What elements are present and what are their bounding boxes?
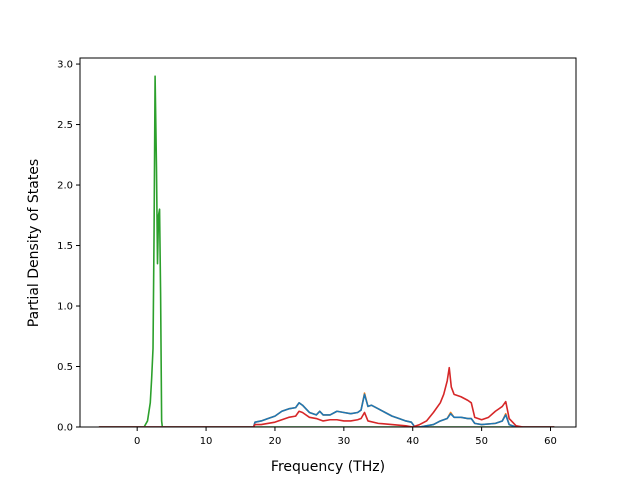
plot-lines <box>98 75 555 427</box>
x-axis-ticks: 0 10 20 30 40 50 60 <box>134 427 557 447</box>
x-tick-label: 60 <box>544 436 557 447</box>
y-tick-label: 1.0 <box>57 302 73 313</box>
x-tick-label: 20 <box>269 436 282 447</box>
series-line-2 <box>98 393 555 427</box>
series-line-0 <box>98 75 555 427</box>
x-tick-label: 50 <box>475 436 488 447</box>
x-tick-label: 0 <box>134 436 140 447</box>
y-axis-ticks: 0.0 0.5 1.0 1.5 2.0 2.5 3.0 <box>57 60 80 434</box>
y-tick-label: 0.5 <box>57 362 73 373</box>
axes-frame <box>79 57 577 428</box>
x-tick-label: 10 <box>200 436 213 447</box>
y-tick-label: 2.5 <box>57 120 73 131</box>
y-tick-label: 2.0 <box>57 181 73 192</box>
x-tick-label: 30 <box>337 436 350 447</box>
x-axis-title: Frequency (THz) <box>271 459 385 475</box>
plot-frame <box>79 57 577 428</box>
y-tick-label: 3.0 <box>57 60 73 71</box>
series-line-1 <box>98 392 555 427</box>
y-axis-title: Partial Density of States <box>26 159 42 327</box>
y-tick-label: 1.5 <box>57 241 73 252</box>
series-line-3 <box>98 366 555 427</box>
x-tick-label: 40 <box>406 436 419 447</box>
y-tick-label: 0.0 <box>57 423 73 434</box>
